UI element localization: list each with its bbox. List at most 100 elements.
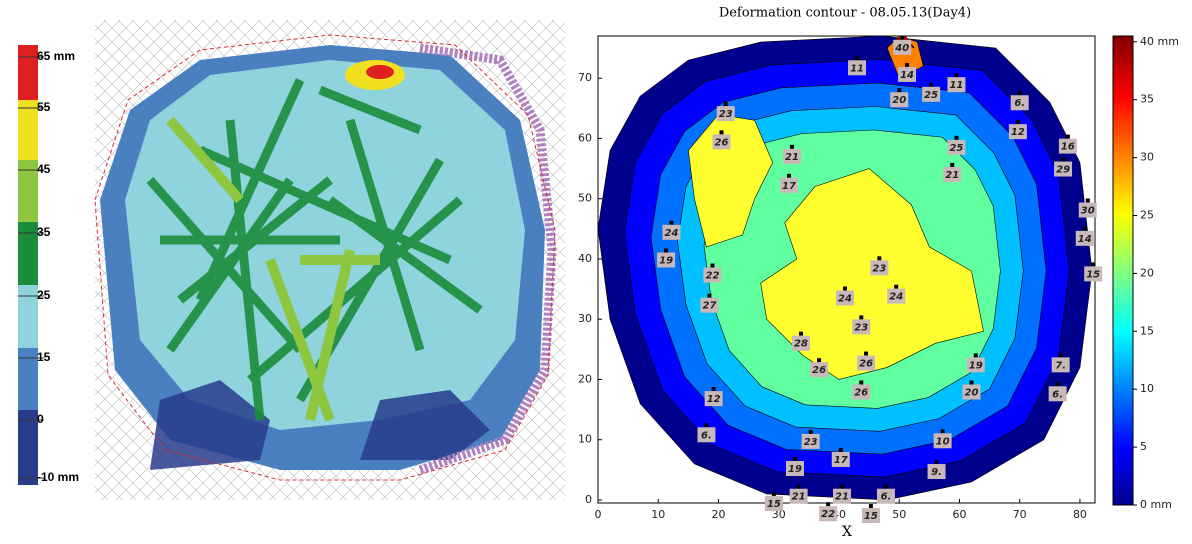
point-label: 28 <box>794 339 808 350</box>
point-label: 26 <box>812 365 826 376</box>
point-label-box <box>870 260 889 276</box>
point-label-box <box>962 384 981 400</box>
point-marker <box>954 73 959 78</box>
point-marker <box>792 457 797 462</box>
point-marker <box>799 331 804 336</box>
point-label-box <box>789 488 808 504</box>
point-label-box <box>893 39 912 55</box>
point-label: 27 <box>702 301 716 312</box>
x-axis-label: X <box>842 524 852 540</box>
chart-title: Deformation contour - 08.05.13(Day4) <box>719 6 971 21</box>
point-marker <box>842 286 847 291</box>
point-label-box <box>876 488 895 504</box>
point-label: 23 <box>719 109 733 120</box>
colorbar-tick-label: 0 mm <box>1140 498 1172 511</box>
point-marker <box>1017 91 1022 96</box>
point-marker <box>900 35 905 40</box>
point-marker <box>786 173 791 178</box>
point-marker <box>934 460 939 465</box>
point-label-box <box>810 362 829 378</box>
colorbar-tick-label: 25 <box>1140 208 1154 221</box>
point-label-box <box>943 166 962 182</box>
point-marker <box>1061 157 1066 162</box>
point-marker <box>969 380 974 385</box>
left-colorbar <box>18 45 38 485</box>
point-label: 14 <box>900 70 914 81</box>
point-label-box <box>1008 124 1027 140</box>
point-marker <box>707 293 712 298</box>
point-label: 15 <box>1086 269 1100 280</box>
left-contour <box>94 20 565 500</box>
point-label: 6. <box>881 492 892 503</box>
point-label: 11 <box>850 63 864 74</box>
point-label: 23 <box>872 263 886 274</box>
point-label: 26 <box>859 359 873 370</box>
point-label-box <box>1084 266 1103 282</box>
point-marker <box>796 484 801 489</box>
point-label-box <box>704 391 723 407</box>
point-marker <box>1085 198 1090 203</box>
point-label: 20 <box>892 95 906 106</box>
tick-label: 25 <box>37 288 51 302</box>
point-label: 21 <box>835 492 849 503</box>
point-label-box <box>1058 138 1077 154</box>
tick-label: -10 mm <box>37 470 79 484</box>
point-label: 24 <box>889 292 903 303</box>
point-label: 24 <box>665 228 679 239</box>
colorbar-tick-label: 30 <box>1140 151 1154 164</box>
point-label-box <box>861 508 880 524</box>
point-label: 12 <box>707 394 721 405</box>
point-label: 11 <box>949 80 963 91</box>
point-marker <box>859 315 864 320</box>
point-marker <box>826 502 831 507</box>
point-marker <box>1082 226 1087 231</box>
point-label: 22 <box>705 271 719 282</box>
point-label: 30 <box>1081 206 1095 217</box>
point-label-box <box>801 433 820 449</box>
y-tick-label: 60 <box>578 131 592 144</box>
point-marker <box>1055 382 1060 387</box>
colorbar-tick-label: 35 <box>1140 93 1154 106</box>
point-marker <box>1091 262 1096 267</box>
point-label: 17 <box>834 455 848 466</box>
point-marker <box>669 220 674 225</box>
y-tick-label: 10 <box>578 433 592 446</box>
point-label-box <box>832 488 851 504</box>
point-label: 21 <box>785 152 799 163</box>
point-label: 9. <box>931 467 942 478</box>
point-label-box <box>852 319 871 335</box>
point-label: 23 <box>854 322 868 333</box>
point-marker <box>894 284 899 289</box>
point-marker <box>808 429 813 434</box>
point-label: 26 <box>715 137 729 148</box>
point-marker <box>864 351 869 356</box>
point-label-box <box>1054 161 1073 177</box>
point-label: 29 <box>1056 165 1070 176</box>
point-label: 40 <box>894 43 909 54</box>
point-label-box <box>657 252 676 268</box>
point-label-box <box>947 139 966 155</box>
point-marker <box>710 263 715 268</box>
point-marker <box>719 130 724 135</box>
point-label-box <box>764 495 783 511</box>
point-marker <box>929 82 934 87</box>
right-colorbar <box>1112 35 1134 506</box>
point-marker <box>1015 120 1020 125</box>
point-label-box <box>898 66 917 82</box>
point-label: 19 <box>659 256 673 267</box>
point-marker <box>868 504 873 509</box>
x-tick-label: 70 <box>1013 508 1027 521</box>
point-label-box <box>947 77 966 93</box>
point-label-box <box>848 60 867 76</box>
point-marker <box>954 135 959 140</box>
x-tick-label: 60 <box>952 508 966 521</box>
point-marker <box>838 447 843 452</box>
point-label: 6. <box>1014 98 1025 109</box>
point-label-box <box>852 384 871 400</box>
point-label-box <box>922 86 941 102</box>
point-label-box <box>785 461 804 477</box>
point-label: 15 <box>767 499 781 510</box>
point-label: 21 <box>945 170 959 181</box>
tick-label: 35 <box>37 225 51 239</box>
